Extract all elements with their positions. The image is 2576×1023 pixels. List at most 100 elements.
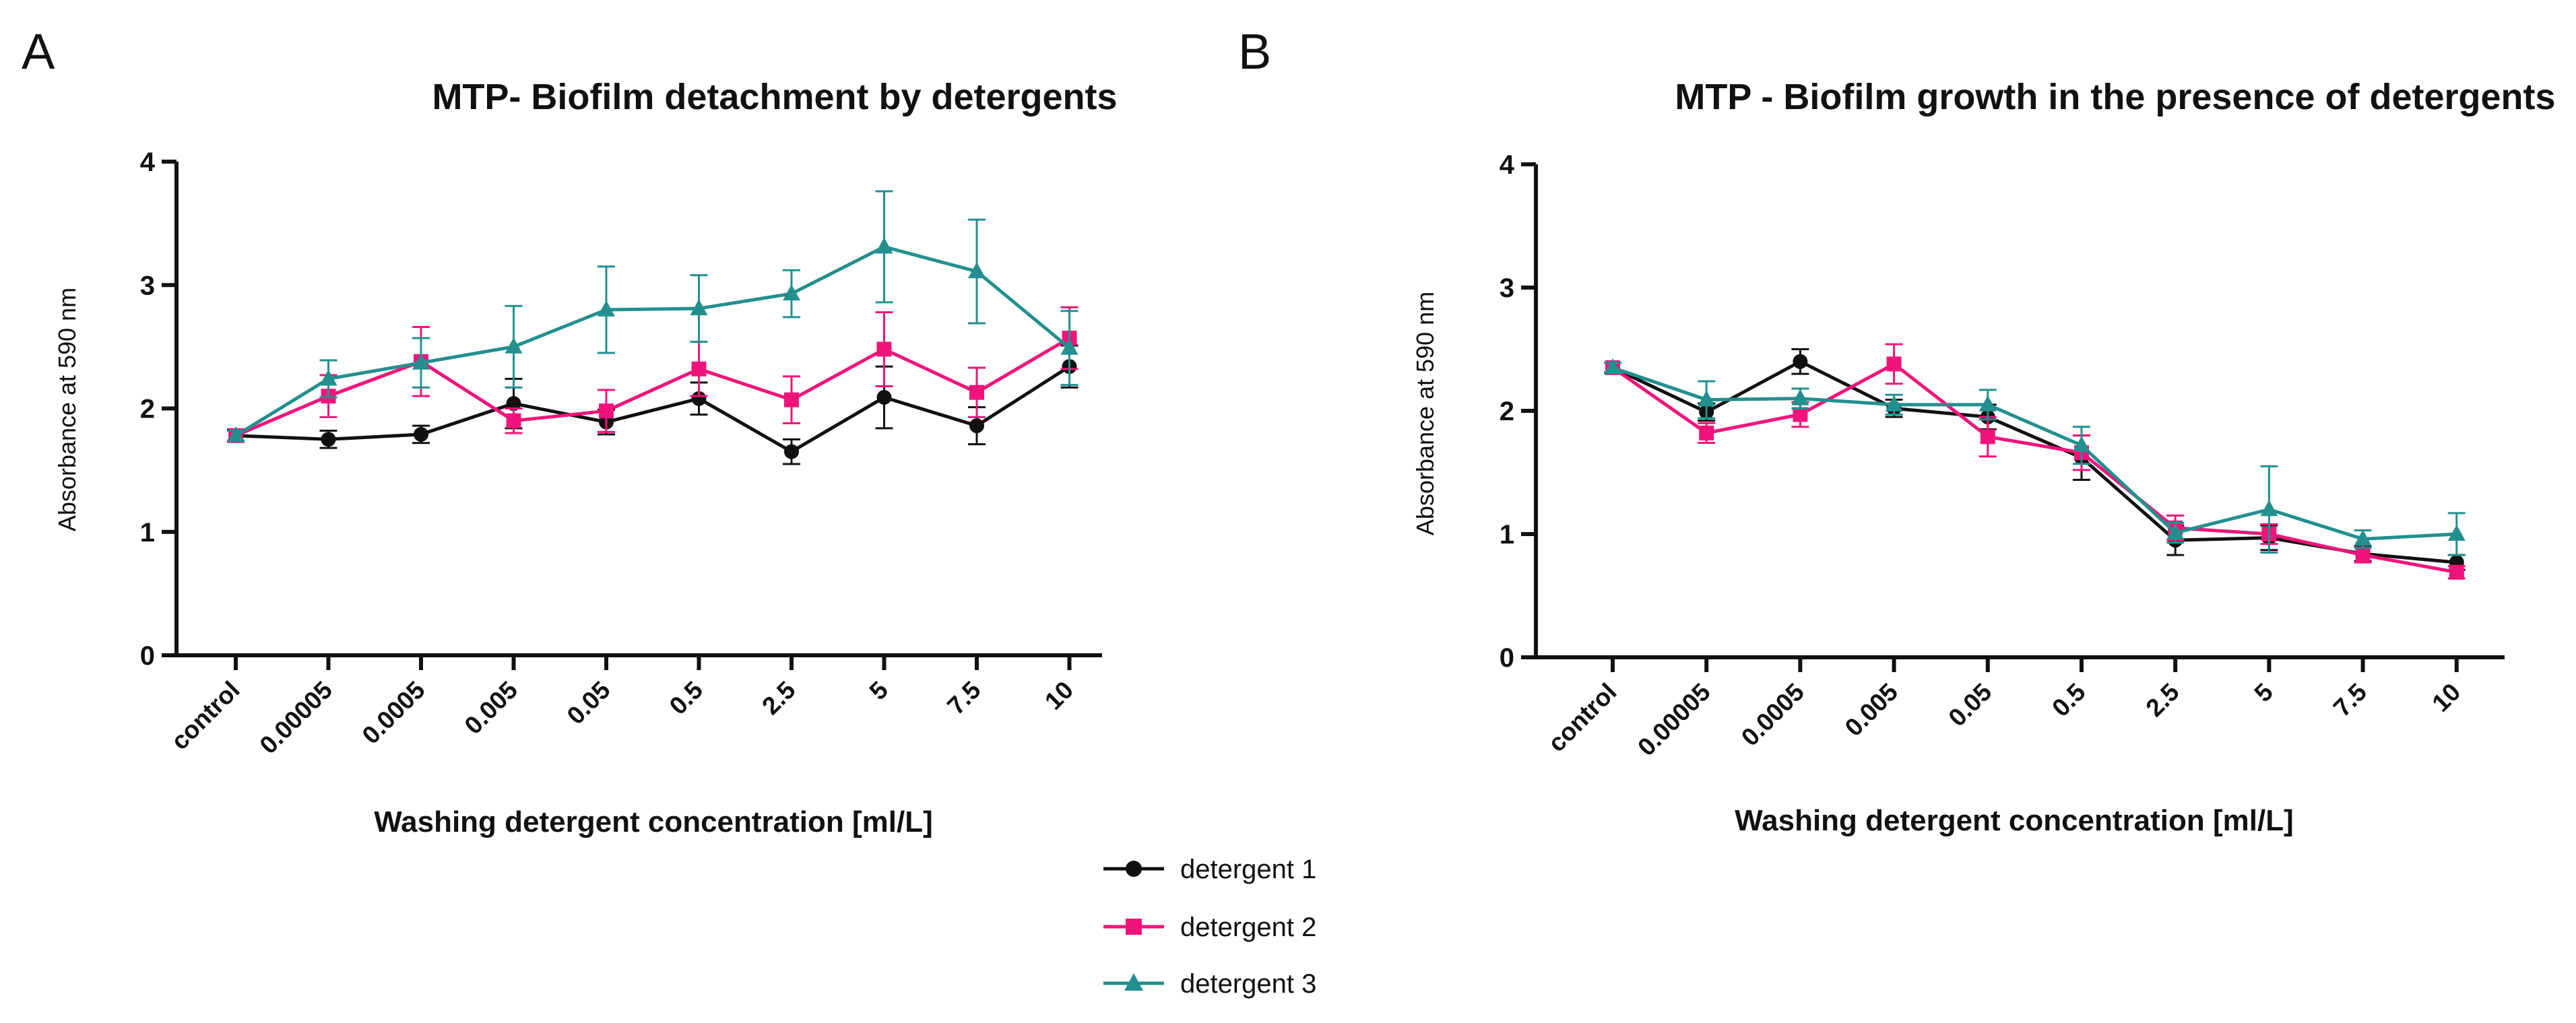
panel-b-axes: [1534, 164, 2505, 659]
data-point-square: [691, 361, 707, 376]
data-point-square: [506, 413, 521, 428]
x-tick-label: 5: [864, 676, 894, 706]
panel-a-letter: A: [22, 24, 55, 79]
y-tick-label: 2: [140, 395, 155, 424]
series-detergent-2: [1604, 343, 2466, 580]
data-point-triangle: [690, 299, 708, 316]
x-tick-label: 10: [1039, 676, 1078, 715]
data-point-circle: [321, 432, 336, 447]
data-point-circle: [784, 444, 799, 459]
data-point-square: [876, 341, 892, 357]
data-point-triangle: [783, 284, 800, 301]
series-line-detergent-2: [235, 336, 1070, 438]
panel-a-axes: [174, 162, 1102, 657]
x-tick-label: 2.5: [756, 676, 800, 720]
data-point-triangle: [1698, 390, 1716, 407]
x-tick-label: 0.5: [664, 676, 708, 720]
x-tick-label: 0.05: [562, 676, 616, 730]
panel-b-y-axis-label: Absorbance at 590 nm: [1411, 292, 1439, 535]
series-detergent-3: [227, 190, 1078, 442]
x-tick-label: control: [1543, 678, 1622, 758]
y-tick-label: 3: [140, 271, 155, 300]
legend-entry-detergent-3: detergent 3: [1103, 969, 1316, 999]
data-point-triangle: [412, 353, 430, 370]
data-point-triangle: [968, 262, 986, 279]
panel-a-series: [227, 190, 1078, 465]
data-point-triangle: [1060, 338, 1078, 355]
legend: detergent 1 detergent 2 detergent 3: [1103, 855, 1316, 999]
data-point-triangle: [505, 337, 523, 354]
panel-a-y-axis-label: Absorbance at 590 nm: [53, 288, 81, 531]
x-tick-label: 10: [2426, 678, 2466, 717]
data-point-circle: [506, 396, 521, 411]
y-tick-label: 0: [1500, 643, 1514, 673]
x-tick-label: control: [166, 676, 245, 756]
data-point-triangle: [2354, 529, 2372, 546]
panel-a-title: MTP- Biofilm detachment by detergents: [432, 77, 1117, 117]
data-point-triangle: [227, 426, 245, 442]
legend-marker-triangle: [1124, 973, 1143, 991]
data-point-triangle: [1791, 389, 1809, 405]
x-tick-label: 0.005: [1840, 678, 1903, 741]
data-point-square: [599, 403, 614, 419]
data-point-circle: [414, 426, 428, 442]
data-point-circle: [876, 390, 892, 405]
data-point-square: [1886, 356, 1902, 372]
data-point-triangle: [2260, 500, 2278, 517]
series-detergent-1: [1604, 348, 2466, 571]
series-detergent-1: [227, 344, 1078, 465]
x-tick-label: 0.0005: [1736, 678, 1809, 752]
panel-b-letter: B: [1238, 24, 1271, 79]
legend-label-detergent-2: detergent 2: [1180, 913, 1316, 942]
series-line-detergent-3: [234, 244, 1071, 437]
series-line-detergent-2: [1611, 362, 2457, 574]
data-point-triangle: [319, 369, 337, 386]
panel-b-y-ticks: 0 1 2 3 4: [1500, 150, 1536, 673]
data-point-square: [969, 385, 984, 400]
panel-a-x-axis-label: Washing detergent concentration [ml/L]: [374, 805, 933, 838]
panel-b-title: MTP - Biofilm growth in the presence of …: [1675, 77, 2555, 117]
panel-b-x-axis-label: Washing detergent concentration [ml/L]: [1735, 804, 2294, 837]
legend-marker-square: [1126, 919, 1142, 935]
legend-label-detergent-3: detergent 3: [1180, 969, 1316, 999]
x-tick-label: 0.0005: [357, 676, 430, 750]
panel-a-x-ticks: control 0.00005 0.0005 0.005 0.05 0.5 2.5 5 7.5 1…: [166, 655, 1078, 759]
data-point-triangle: [2447, 525, 2466, 541]
data-point-circle: [691, 391, 707, 406]
data-point-triangle: [2073, 436, 2090, 453]
y-tick-label: 4: [140, 147, 156, 177]
y-tick-label: 4: [1500, 150, 1515, 180]
series-line-detergent-1: [1611, 360, 2457, 564]
legend-entry-detergent-1: detergent 1: [1103, 855, 1316, 884]
data-point-circle: [1793, 354, 1808, 369]
data-point-square: [2449, 564, 2464, 580]
data-point-triangle: [2166, 523, 2185, 540]
x-tick-label: 0.00005: [1632, 678, 1716, 762]
data-point-triangle: [1885, 395, 1903, 411]
data-point-triangle: [1978, 395, 1997, 411]
data-point-square: [1793, 407, 1808, 422]
data-point-square: [1699, 425, 1714, 440]
data-point-triangle: [598, 300, 615, 317]
x-tick-label: 0.00005: [255, 676, 338, 760]
y-tick-label: 2: [1500, 397, 1514, 426]
data-point-triangle: [875, 237, 893, 254]
panel-b-series: [1604, 343, 2466, 580]
x-tick-label: 7.5: [942, 676, 986, 720]
series-line-detergent-1: [235, 365, 1070, 454]
y-tick-label: 3: [1500, 273, 1514, 303]
legend-marker-circle: [1126, 861, 1142, 877]
data-point-triangle: [1604, 358, 1621, 374]
x-tick-label: 0.5: [2047, 678, 2090, 722]
legend-label-detergent-1: detergent 1: [1180, 855, 1316, 884]
panel-b-x-ticks: control 0.00005 0.0005 0.005 0.05 0.5 2.5 5 7.5 1…: [1543, 657, 2466, 761]
panel-a-y-ticks: 0 1 2 3 4: [140, 147, 176, 671]
x-tick-label: 0.05: [1943, 678, 1997, 732]
x-tick-label: 7.5: [2328, 678, 2372, 722]
panel-b: B MTP - Biofilm growth in the presence o…: [1238, 24, 2556, 837]
x-tick-label: 0.005: [459, 676, 523, 739]
panel-a: A MTP- Biofilm detachment by detergents …: [22, 24, 1118, 838]
data-point-square: [1980, 429, 1995, 444]
series-line-detergent-3: [1612, 366, 2457, 541]
